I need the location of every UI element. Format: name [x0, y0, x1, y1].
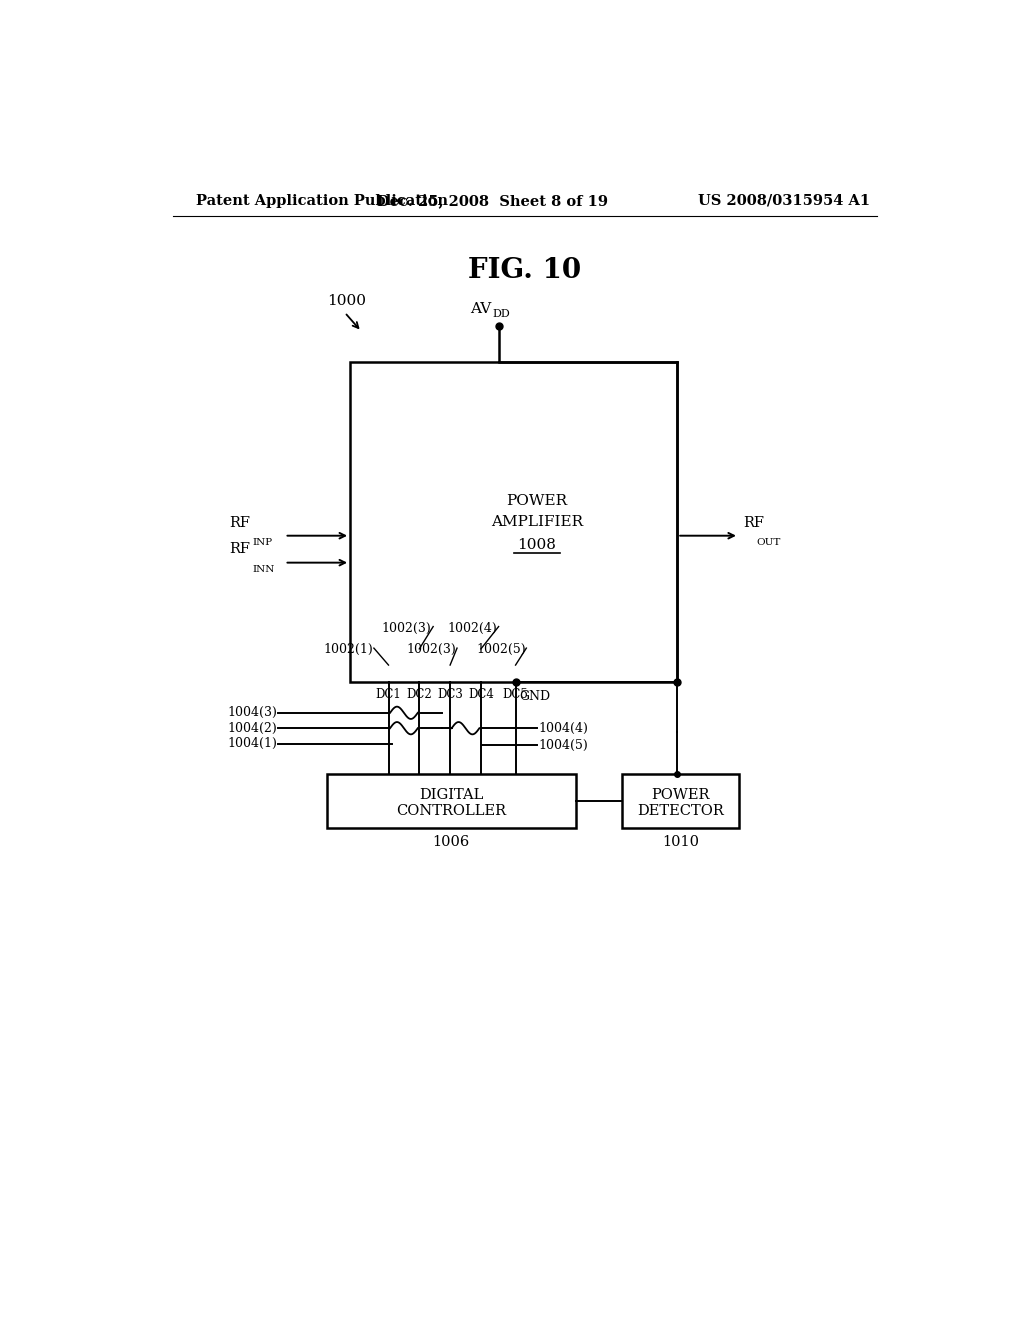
Text: RF: RF — [229, 516, 250, 529]
Text: INN: INN — [252, 565, 274, 574]
Text: 1004(1): 1004(1) — [227, 737, 276, 750]
Bar — [350, 363, 677, 682]
Bar — [327, 775, 575, 829]
Text: DC1: DC1 — [376, 688, 401, 701]
Text: DD: DD — [493, 309, 510, 319]
Text: 1002(5): 1002(5) — [476, 643, 525, 656]
Text: 1002(4): 1002(4) — [447, 622, 497, 635]
Text: 1004(4): 1004(4) — [539, 722, 589, 735]
Text: GND: GND — [519, 689, 551, 702]
Text: 1004(3): 1004(3) — [227, 706, 276, 719]
Text: AMPLIFIER: AMPLIFIER — [490, 515, 583, 529]
Text: POWER: POWER — [506, 494, 567, 508]
Text: DC3: DC3 — [437, 688, 463, 701]
Text: DETECTOR: DETECTOR — [637, 804, 724, 817]
Text: AV: AV — [470, 301, 490, 315]
Text: DC5: DC5 — [503, 688, 528, 701]
Text: CONTROLLER: CONTROLLER — [396, 804, 506, 817]
Text: 1006: 1006 — [432, 836, 470, 849]
Text: OUT: OUT — [757, 539, 781, 546]
Text: 1002(3): 1002(3) — [381, 622, 431, 635]
Text: Dec. 25, 2008  Sheet 8 of 19: Dec. 25, 2008 Sheet 8 of 19 — [377, 194, 608, 207]
Text: US 2008/0315954 A1: US 2008/0315954 A1 — [697, 194, 869, 207]
Text: 1002(1): 1002(1) — [324, 643, 373, 656]
Text: RF: RF — [229, 543, 250, 557]
Text: 1008: 1008 — [517, 539, 556, 552]
Text: DIGITAL: DIGITAL — [419, 788, 483, 803]
Text: INP: INP — [252, 539, 272, 546]
Text: 1004(2): 1004(2) — [227, 722, 276, 735]
Text: Patent Application Publication: Patent Application Publication — [196, 194, 449, 207]
Text: DC4: DC4 — [468, 688, 494, 701]
Text: 1000: 1000 — [327, 294, 366, 308]
Text: RF: RF — [743, 516, 765, 529]
Text: 1002(3): 1002(3) — [407, 643, 457, 656]
Text: 1010: 1010 — [662, 836, 698, 849]
Text: FIG. 10: FIG. 10 — [468, 256, 582, 284]
Text: 1004(5): 1004(5) — [539, 739, 589, 751]
Text: DC2: DC2 — [407, 688, 432, 701]
Text: POWER: POWER — [651, 788, 710, 803]
Bar — [622, 775, 739, 829]
